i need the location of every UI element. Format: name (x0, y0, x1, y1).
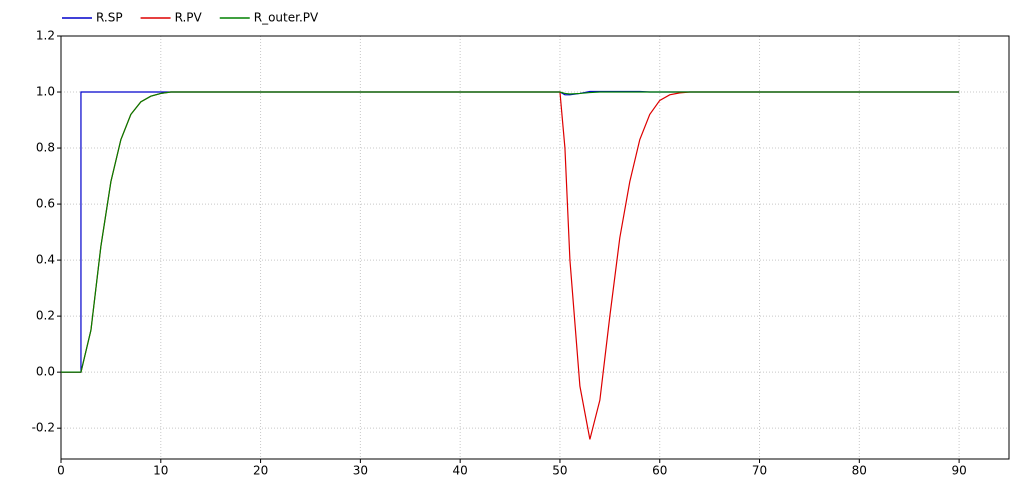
y-tick-label: 0.4 (36, 253, 55, 267)
series-line (61, 90, 960, 373)
series-line (61, 91, 960, 440)
y-tick-label: 0.6 (36, 197, 55, 211)
y-tick-label: 1.2 (36, 29, 55, 43)
y-tick-label: 0.8 (36, 141, 55, 155)
x-tick-label: 70 (752, 464, 767, 478)
x-tick-label: 0 (57, 464, 65, 478)
y-tick-label: 1.0 (36, 85, 55, 99)
y-tick-label: 0.2 (36, 309, 55, 323)
x-tick-label: 20 (253, 464, 268, 478)
legend-label: R.PV (175, 11, 203, 25)
x-tick-label: 10 (153, 464, 168, 478)
y-tick-label: -0.2 (32, 421, 55, 435)
x-tick-label: 80 (852, 464, 867, 478)
legend-label: R.SP (96, 11, 123, 25)
x-tick-label: 30 (353, 464, 368, 478)
y-tick-label: 0.0 (36, 365, 55, 379)
series-line (61, 91, 960, 373)
x-tick-label: 60 (652, 464, 667, 478)
x-tick-label: 40 (453, 464, 468, 478)
legend-label: R_outer.PV (254, 11, 319, 25)
x-tick-label: 90 (951, 464, 966, 478)
plot-frame (60, 35, 1010, 460)
x-tick-label: 50 (552, 464, 567, 478)
